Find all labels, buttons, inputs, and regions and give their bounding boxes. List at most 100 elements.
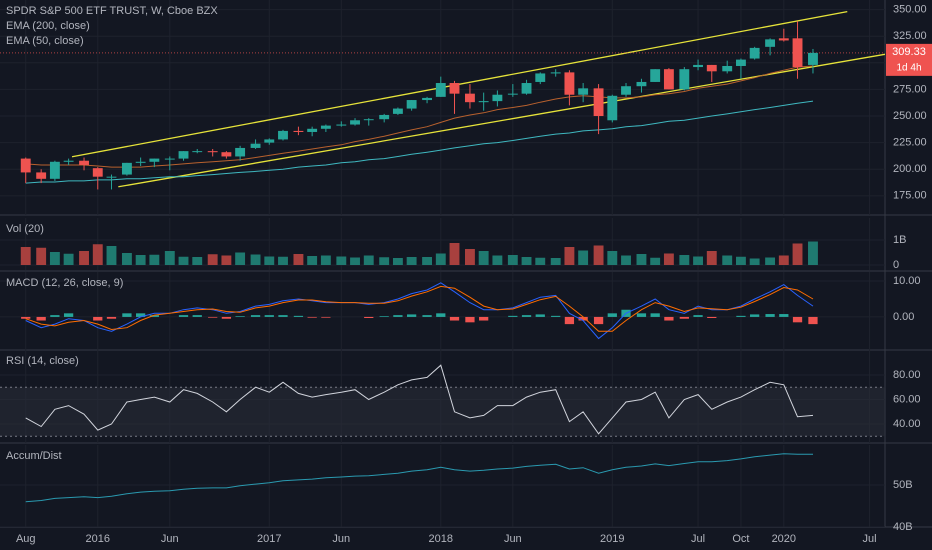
legend-label: EMA (200, close) (6, 20, 90, 32)
y-tick-label: 225.00 (893, 137, 927, 149)
pane-title: RSI (14, close) (6, 355, 79, 367)
macd-histogram-bar (750, 314, 760, 317)
candle-body (92, 168, 103, 177)
candle-body (422, 97, 433, 101)
volume-bar (278, 256, 288, 265)
volume-bar (422, 257, 433, 265)
x-tick-label: Jun (332, 533, 350, 545)
candle-body (650, 69, 661, 82)
candle-body (336, 124, 347, 126)
x-tick-label: Jun (504, 533, 522, 545)
volume-bar (706, 251, 717, 265)
candle-body (735, 59, 746, 66)
candle-body (435, 83, 446, 97)
macd-histogram-bar (693, 315, 703, 317)
candle-body (49, 161, 60, 179)
y-tick-label: 80.00 (893, 369, 921, 381)
volume-bar (749, 258, 760, 265)
macd-histogram-bar (465, 316, 475, 323)
price-label-box (886, 43, 932, 76)
candle-body (693, 64, 703, 68)
volume-bar (336, 256, 347, 265)
macd-histogram-bar (406, 314, 417, 317)
macd-histogram-bar (208, 316, 218, 318)
candle-body (293, 130, 304, 132)
candle-body (679, 69, 690, 90)
macd-histogram-bar (50, 315, 60, 317)
macd-histogram-bar (393, 315, 403, 317)
candle-body (392, 108, 403, 114)
macd-histogram-bar (264, 315, 274, 317)
candle-body (550, 72, 561, 74)
macd-histogram-bar (664, 316, 674, 321)
chart-title: SPDR S&P 500 ETF TRUST, W, Cboe BZX (6, 5, 218, 17)
y-tick-label: 50B (893, 479, 913, 491)
y-tick-label: 10.00 (893, 275, 921, 287)
volume-bar (593, 245, 604, 265)
volume-bar (92, 244, 103, 265)
trendline (118, 53, 885, 188)
macd-histogram-bar (192, 315, 202, 317)
pane (0, 9, 885, 197)
macd-histogram-bar (792, 316, 803, 323)
candle-body (778, 38, 789, 41)
candle-body (478, 101, 489, 103)
volume-bar (765, 257, 776, 265)
ema-line (25, 100, 814, 184)
volume-bar (808, 241, 818, 265)
volume-bar (406, 257, 417, 265)
candle-body (535, 73, 546, 82)
volume-bar (20, 247, 31, 265)
volume-bar (663, 253, 674, 265)
macd-histogram-bar (521, 315, 532, 317)
candle-body (593, 88, 604, 117)
candle-body (250, 143, 261, 148)
volume-bar (149, 254, 160, 265)
volume-bar (350, 257, 360, 265)
candle-body (507, 93, 518, 95)
candle-body (350, 120, 360, 125)
macd-histogram-bar (707, 316, 717, 319)
volume-bar (63, 253, 74, 265)
indicator-line (25, 364, 814, 435)
macd-histogram-bar (578, 316, 588, 321)
candle-body (264, 139, 275, 143)
macd-histogram-bar (235, 316, 245, 317)
macd-histogram-bar (593, 316, 604, 325)
macd-histogram-bar (636, 313, 647, 317)
macd-histogram-bar (535, 314, 545, 317)
candle-body (749, 47, 760, 59)
y-tick-label: 0 (893, 259, 899, 271)
last-price-label: 309.33 (892, 46, 926, 58)
macd-histogram-bar (122, 313, 132, 317)
candle-body (36, 172, 47, 179)
volume-bar (478, 251, 489, 265)
candle-body (607, 95, 618, 121)
volume-bar (250, 254, 261, 265)
y-tick-label: 1B (893, 234, 906, 246)
y-tick-label: 40.00 (893, 418, 921, 430)
ema-line (25, 65, 814, 168)
macd-histogram-bar (508, 315, 518, 317)
y-tick-label: 250.00 (893, 110, 927, 122)
candle-body (135, 161, 146, 163)
volume-bar (392, 258, 403, 265)
y-tick-label: 60.00 (893, 393, 921, 405)
candle-body (808, 52, 818, 65)
macd-histogram-bar (364, 316, 374, 319)
x-tick-label: 2017 (257, 533, 281, 545)
macd-histogram-bar (422, 315, 432, 317)
macd-histogram-bar (808, 316, 818, 325)
macd-line (25, 282, 814, 340)
candle-body (621, 86, 631, 95)
volume-bar (693, 256, 703, 265)
volume-bar (363, 255, 374, 265)
volume-bar (235, 252, 246, 265)
volume-bar (121, 253, 132, 265)
candle-body (207, 151, 218, 153)
y-tick-label: 275.00 (893, 83, 927, 95)
x-tick-label: 2019 (600, 533, 624, 545)
pane-title: MACD (12, 26, close, 9) (6, 277, 123, 289)
macd-histogram-bar (436, 313, 446, 317)
candle-body (765, 39, 776, 47)
